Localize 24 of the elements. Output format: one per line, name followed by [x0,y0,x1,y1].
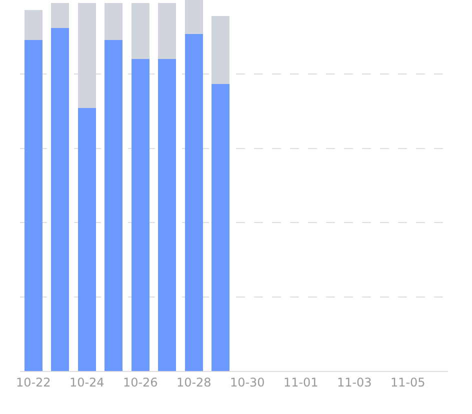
bar [158,58,176,371]
x-tick-label: 11-01 [283,375,318,390]
bar [24,10,42,40]
bar [158,2,176,59]
bar [24,40,42,371]
x-tick-label: 10-24 [69,375,104,390]
x-tick-label: 10-30 [230,375,265,390]
bar [131,2,150,59]
bar [51,28,70,371]
x-tick-label: 11-05 [390,375,426,390]
bar [184,0,203,34]
bar [184,34,203,371]
bar [104,2,123,40]
bar [131,58,150,371]
bar [104,40,123,371]
x-tick-label: 10-22 [16,375,51,390]
x-tick-label: 10-28 [176,375,212,390]
bar [212,84,230,371]
bar [78,108,96,371]
bar [212,16,230,84]
x-tick-label: 11-03 [336,375,372,390]
bar [78,2,96,108]
x-tick-label: 10-26 [122,375,158,390]
bar [51,2,70,28]
